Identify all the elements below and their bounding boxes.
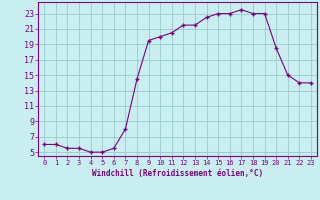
X-axis label: Windchill (Refroidissement éolien,°C): Windchill (Refroidissement éolien,°C) bbox=[92, 169, 263, 178]
